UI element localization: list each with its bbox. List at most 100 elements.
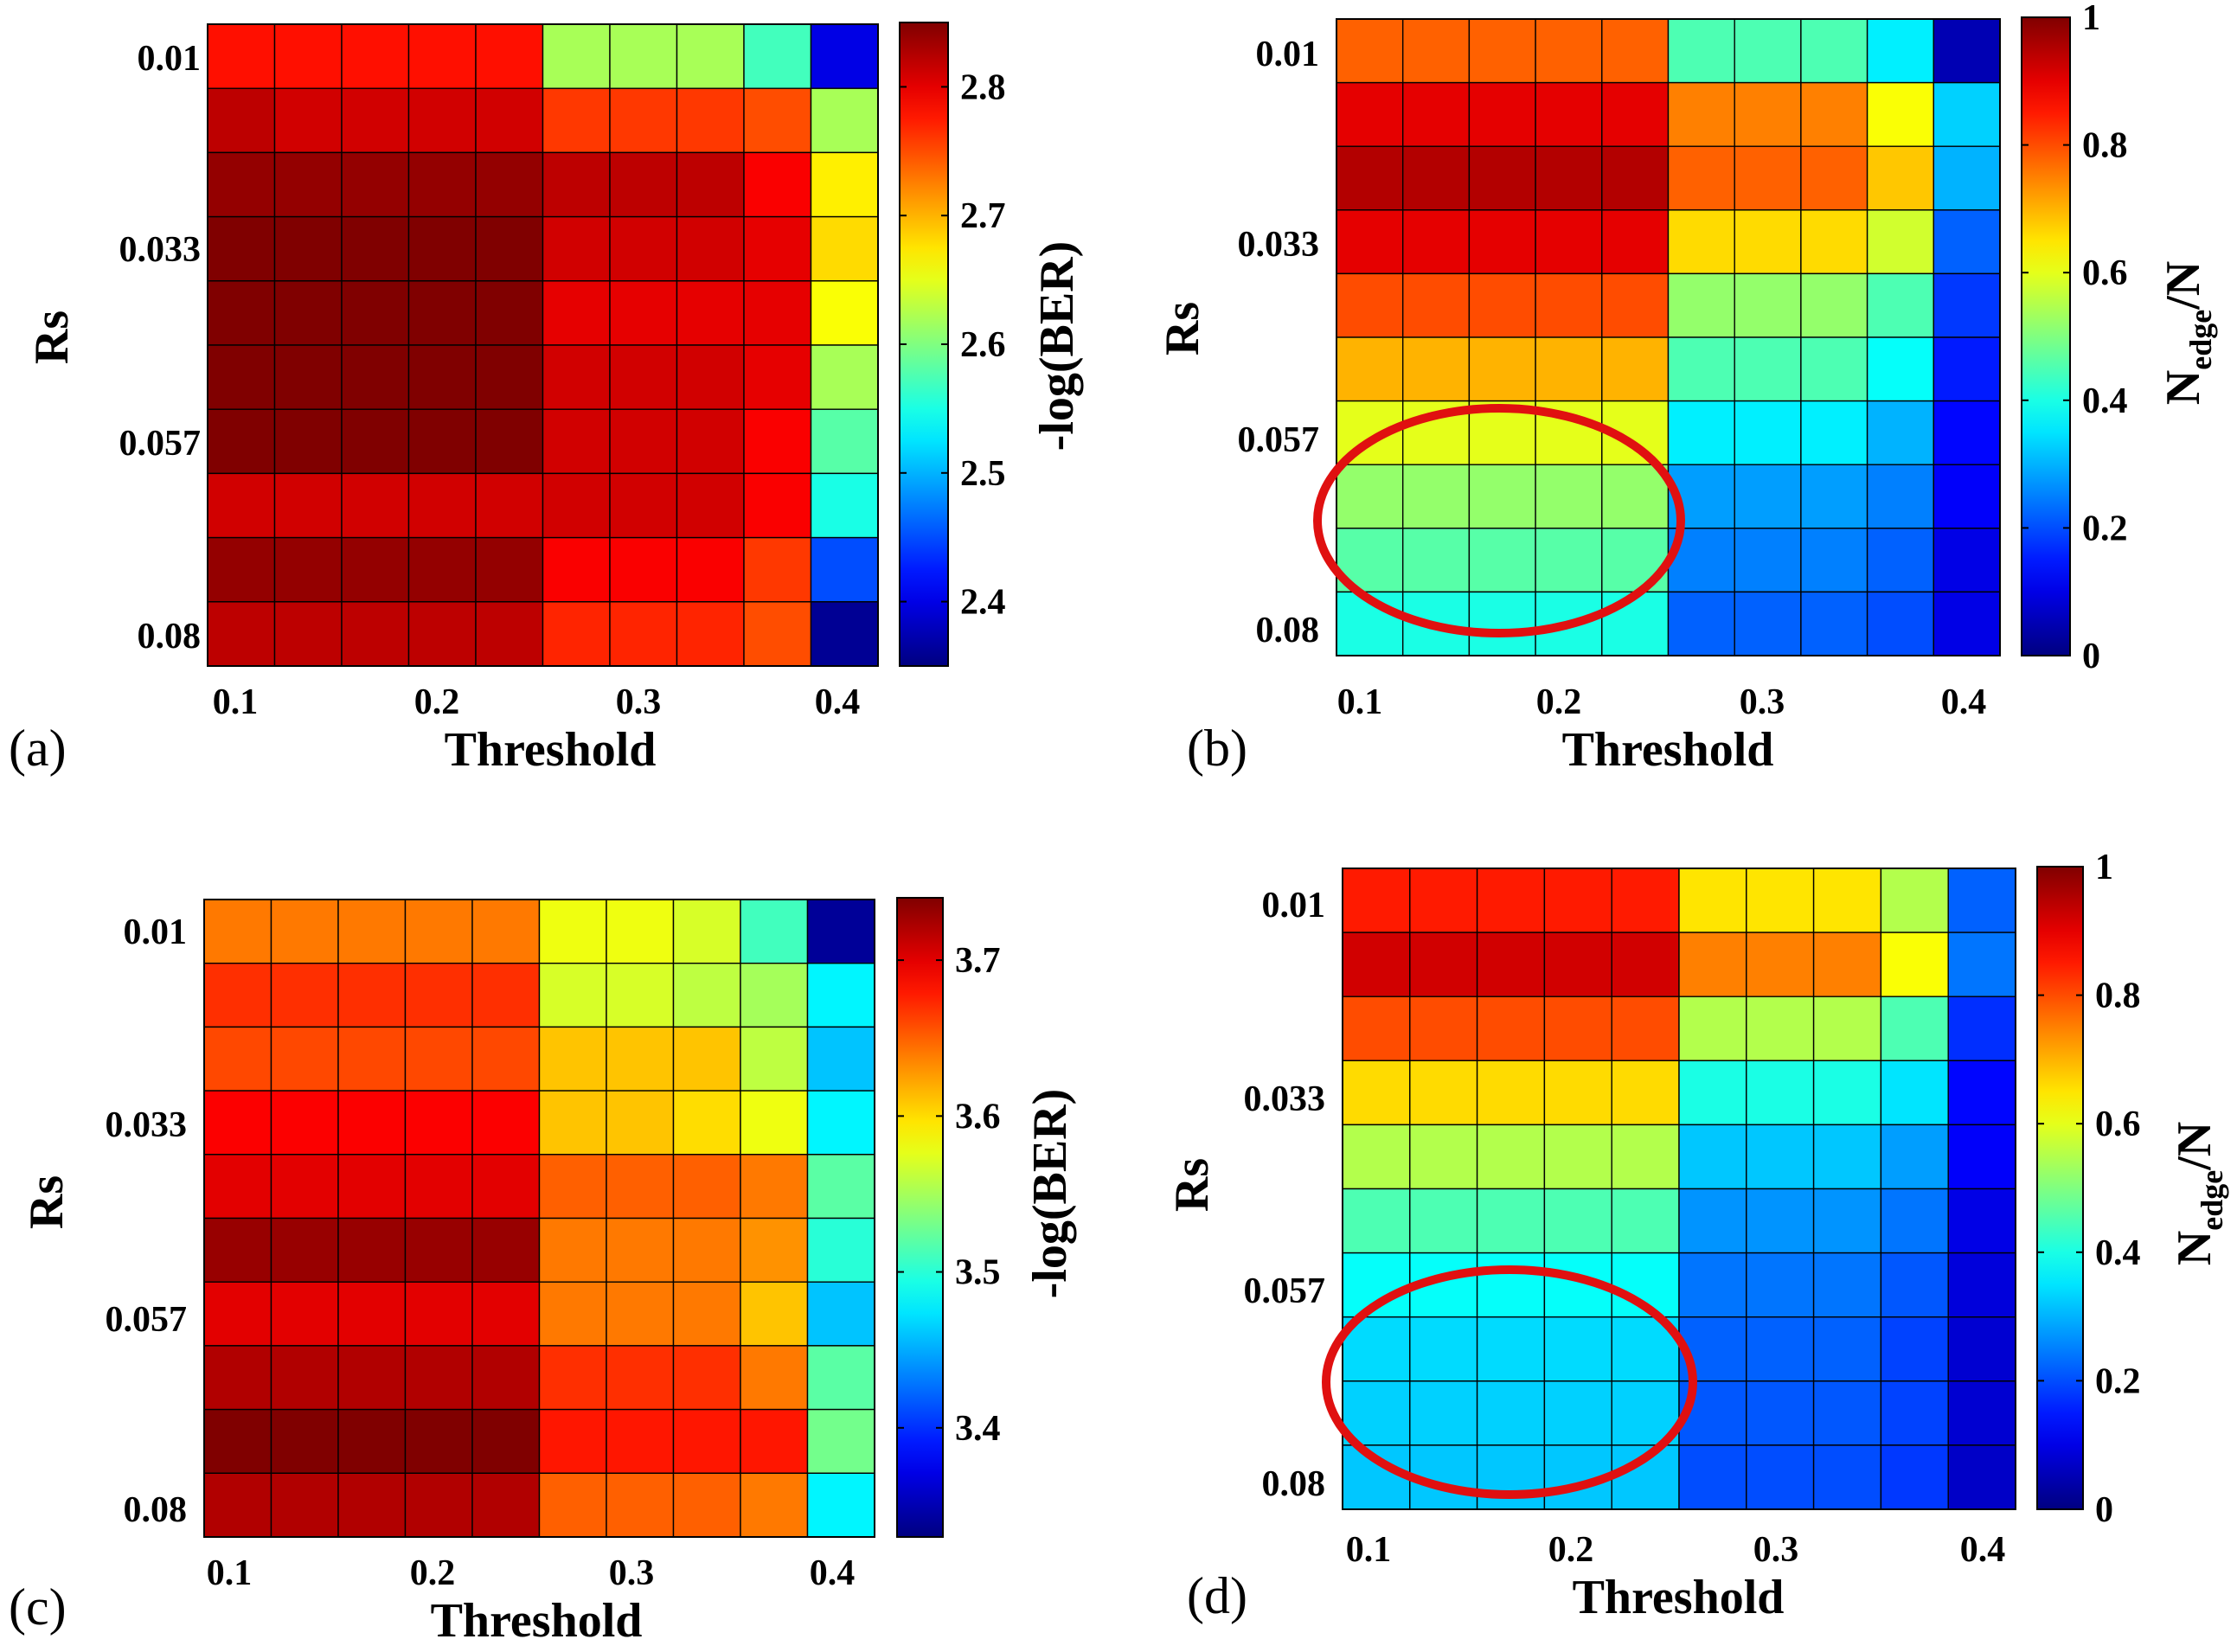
heatmap-cell (1678, 1124, 1747, 1190)
colorbar-tick-label: 3.6 (955, 1097, 1001, 1137)
colorbar-tick-label: 0.4 (2082, 381, 2128, 421)
heatmap-grid (207, 23, 879, 667)
heatmap-cell (407, 344, 477, 410)
y-tick-label: 0.08 (138, 617, 202, 656)
heatmap-cell (609, 472, 678, 539)
heatmap-cell (1812, 1252, 1882, 1318)
heatmap-cell (1734, 209, 1802, 275)
heatmap-cell (471, 899, 541, 964)
heatmap-cell (1812, 868, 1882, 933)
heatmap-cell (672, 1281, 741, 1347)
heatmap-cell (1812, 932, 1882, 997)
heatmap-cell (1476, 1188, 1546, 1254)
y-tick-label: 0.08 (1262, 1464, 1326, 1504)
heatmap-cell (471, 962, 541, 1028)
heatmap-cell (806, 1472, 875, 1538)
heatmap-cell (475, 601, 544, 667)
heatmap-cell (207, 601, 276, 667)
heatmap-cell (1812, 1060, 1882, 1126)
heatmap-cell (609, 536, 678, 603)
heatmap-cell (203, 1154, 272, 1220)
heatmap-cell (1543, 1188, 1612, 1254)
heatmap-cell (740, 1217, 809, 1283)
heatmap-cell (609, 215, 678, 282)
heatmap-cell (606, 1217, 675, 1283)
heatmap-cell (203, 1090, 272, 1156)
heatmap-cell (1601, 209, 1670, 275)
x-tick-label: 0.1 (1337, 682, 1383, 722)
heatmap-cell (609, 408, 678, 475)
heatmap-cell (1409, 1188, 1478, 1254)
x-tick-label: 0.2 (410, 1553, 456, 1593)
y-axis-label: Rs (1165, 1158, 1219, 1212)
heatmap-cell (273, 215, 343, 282)
heatmap-cell (740, 1154, 809, 1220)
heatmap-cell (743, 23, 812, 89)
heatmap-cell (740, 899, 809, 964)
heatmap-cell (1800, 400, 1868, 465)
plot-frame (207, 23, 879, 667)
heatmap-cell (1880, 996, 1949, 1061)
heatmap-cell (1812, 1444, 1882, 1510)
heatmap-cell (1734, 591, 1802, 656)
heatmap-cell (475, 472, 544, 539)
heatmap-cell (407, 601, 477, 667)
heatmap-cell (1734, 400, 1802, 465)
panel-label: (a) (9, 720, 67, 777)
heatmap-cell (273, 601, 343, 667)
x-tick-label: 0.3 (1740, 682, 1785, 722)
heatmap-cell (538, 1345, 607, 1411)
heatmap-cell (1601, 145, 1670, 211)
heatmap-cell (203, 1217, 272, 1283)
colorbar-tick-label: 0.2 (2082, 509, 2128, 548)
heatmap-cell (270, 1408, 339, 1474)
heatmap-cell (407, 536, 477, 603)
y-tick-label: 0.057 (1238, 420, 1320, 460)
colorbar-tick-label: 0.4 (2095, 1233, 2141, 1273)
heatmap-cell (1409, 1316, 1478, 1382)
x-axis-label: Threshold (1573, 1571, 1785, 1624)
heatmap-cell (1543, 1380, 1612, 1446)
heatmap-cell (672, 1472, 741, 1538)
heatmap-cell (676, 472, 745, 539)
heatmap-cell (806, 1154, 875, 1220)
heatmap-cell (341, 408, 410, 475)
heatmap-cell (471, 1281, 541, 1347)
colorbar-tick-label: 1 (2082, 0, 2100, 38)
heatmap-cell (404, 899, 473, 964)
colorbar-label: -log(BER) (1030, 241, 1084, 451)
heatmap-cell (1866, 81, 1935, 147)
heatmap-cell (1667, 400, 1735, 465)
heatmap-cell (1866, 18, 1935, 84)
heatmap-cell (341, 280, 410, 346)
x-tick-label: 0.4 (815, 682, 861, 722)
x-tick-label: 0.4 (1960, 1530, 2006, 1570)
colorbar-label-tail: /N (2157, 261, 2210, 311)
heatmap-cell (270, 899, 339, 964)
heatmap-cell (1336, 81, 1404, 147)
heatmap-cell (1678, 1252, 1747, 1318)
heatmap-cell (273, 151, 343, 218)
heatmap-cell (1812, 996, 1882, 1061)
colorbar-tick-label: 3.4 (955, 1409, 1001, 1449)
heatmap-cell (337, 899, 407, 964)
heatmap-cell (606, 1281, 675, 1347)
heatmap-cell (1734, 81, 1802, 147)
heatmap-cell (1947, 1380, 2016, 1446)
heatmap-cell (1947, 996, 2016, 1061)
heatmap-cell (1468, 209, 1536, 275)
heatmap-cell (609, 87, 678, 154)
y-tick-label: 0.033 (1238, 225, 1320, 265)
y-tick-label: 0.08 (1256, 611, 1320, 650)
colorbar-label-tail: /N (2168, 1122, 2221, 1171)
heatmap-cell (1880, 1444, 1949, 1510)
heatmap-cell (407, 280, 477, 346)
heatmap-cell (404, 1281, 473, 1347)
heatmap-cell (1880, 1060, 1949, 1126)
heatmap-cell (1401, 81, 1471, 147)
heatmap-cell (471, 1472, 541, 1538)
heatmap-cell (407, 23, 477, 89)
heatmap-cell (810, 472, 879, 539)
highlight-ellipse (1322, 1265, 1697, 1499)
heatmap-cell (207, 23, 276, 89)
